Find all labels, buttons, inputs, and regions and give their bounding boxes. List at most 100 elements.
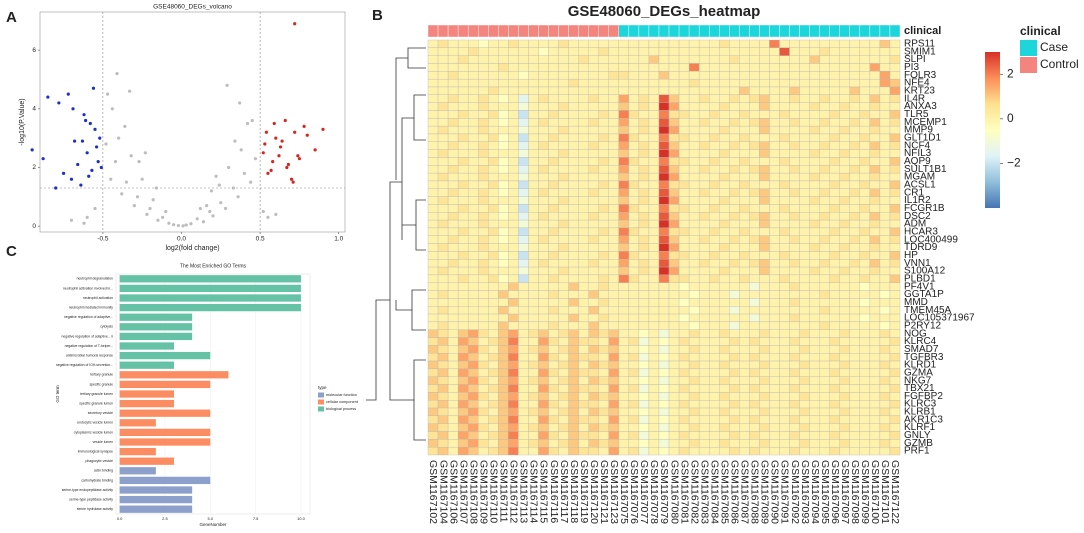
heatmap-cell: [779, 165, 790, 174]
heatmap-cell: [688, 212, 700, 221]
heatmap-cell: [478, 321, 489, 330]
heatmap-cell: [779, 204, 790, 213]
point: [286, 162, 291, 167]
heatmap-cell: [869, 446, 881, 456]
heatmap-cell: [488, 55, 499, 64]
heatmap-cell: [628, 415, 640, 424]
heatmap-cell: [588, 446, 599, 456]
heatmap-cell: [578, 251, 589, 260]
legend-label: molecular function: [326, 393, 357, 397]
heatmap-cell: [719, 259, 730, 268]
heatmap-cell: [488, 118, 499, 127]
heatmap-cell: [759, 243, 770, 252]
heatmap-cell: [538, 274, 549, 283]
heatmap-cell: [478, 384, 489, 393]
heatmap-cell: [658, 306, 670, 315]
heatmap-cell: [628, 407, 640, 417]
heatmap-cell: [478, 400, 489, 409]
heatmap-cell: [688, 63, 700, 72]
heatmap-cell: [648, 125, 660, 135]
point: [120, 192, 124, 196]
heatmap-cell: [478, 71, 489, 80]
row-dendrogram: [366, 47, 426, 441]
heatmap-cell: [879, 360, 891, 370]
heatmap-cell: [638, 329, 650, 338]
heatmap-cell: [437, 39, 449, 49]
heatmap-cell: [658, 431, 670, 440]
heatmap-cell: [618, 94, 630, 103]
heatmap-cell: [799, 165, 810, 174]
heatmap-cell: [678, 149, 690, 158]
heatmap-cell: [799, 47, 810, 56]
heatmap-cell: [819, 196, 830, 205]
heatmap-cell: [638, 219, 650, 229]
heatmap-cell: [719, 376, 730, 385]
heatmap-cell: [638, 39, 650, 49]
heatmap-cell: [769, 172, 780, 182]
heatmap-cell: [769, 321, 780, 330]
heatmap-cell: [578, 415, 589, 424]
heatmap-cell: [528, 149, 539, 158]
heatmap-cell: [889, 149, 901, 158]
heatmap-cell: [789, 110, 800, 119]
heatmap-cell: [467, 157, 479, 166]
heatmap-cell: [427, 212, 439, 221]
heatmap-cell: [467, 306, 479, 315]
heatmap-cell: [759, 188, 770, 197]
heatmap-cell: [457, 298, 469, 307]
heatmap-cell: [749, 360, 760, 370]
heatmap-cell: [648, 266, 660, 276]
heatmap-cell: [638, 360, 650, 370]
heatmap-cell: [668, 133, 680, 142]
heatmap-cell: [799, 400, 810, 409]
heatmap-cell: [879, 110, 891, 119]
heatmap-cell: [478, 274, 489, 283]
heatmap-cell: [528, 204, 539, 213]
heatmap-cell: [889, 384, 901, 393]
heatmap-cell: [849, 149, 861, 158]
heatmap-cell: [588, 353, 599, 362]
heatmap-cell: [638, 102, 650, 111]
annotation-cell: [889, 24, 901, 38]
heatmap-cell: [638, 71, 650, 80]
heatmap-cell: [427, 345, 439, 354]
heatmap-cell: [698, 204, 710, 213]
heatmap-cell: [879, 384, 891, 393]
point: [90, 168, 94, 172]
heatmap-cell: [668, 188, 680, 197]
heatmap-cell: [528, 298, 539, 307]
heatmap-cell: [437, 47, 449, 56]
heatmap-cell: [427, 63, 439, 72]
heatmap-cell: [889, 298, 901, 307]
heatmap-cell: [739, 266, 750, 276]
heatmap-cell: [508, 313, 519, 323]
heatmap-cell: [809, 384, 820, 393]
point: [156, 218, 160, 222]
heatmap-cell: [618, 337, 630, 346]
heatmap-cell: [488, 282, 499, 291]
heatmap-cell: [678, 63, 690, 72]
heatmap-cell: [779, 446, 790, 456]
heatmap-cell: [739, 133, 750, 142]
heatmap-cell: [508, 446, 519, 456]
point: [151, 198, 155, 202]
heatmap-cell: [889, 446, 901, 456]
heatmap-cell: [819, 384, 830, 393]
heatmap-cell: [518, 415, 529, 424]
heatmap-cell: [739, 165, 750, 174]
heatmap-cell: [488, 423, 499, 432]
annotation-cell: [799, 24, 810, 38]
heatmap-cell: [709, 47, 720, 56]
heatmap-cell: [598, 71, 609, 80]
heatmap-cell: [437, 78, 449, 88]
sample-label: GSM1167096: [829, 460, 841, 524]
heatmap-cell: [799, 306, 810, 315]
heatmap-cell: [839, 407, 850, 417]
heatmap-cell: [799, 431, 810, 440]
heatmap-cell: [829, 329, 840, 338]
heatmap-cell: [598, 259, 609, 268]
point: [302, 124, 306, 128]
heatmap-cell: [447, 71, 459, 80]
heatmap-cell: [618, 282, 630, 291]
heatmap-cell: [839, 400, 850, 409]
